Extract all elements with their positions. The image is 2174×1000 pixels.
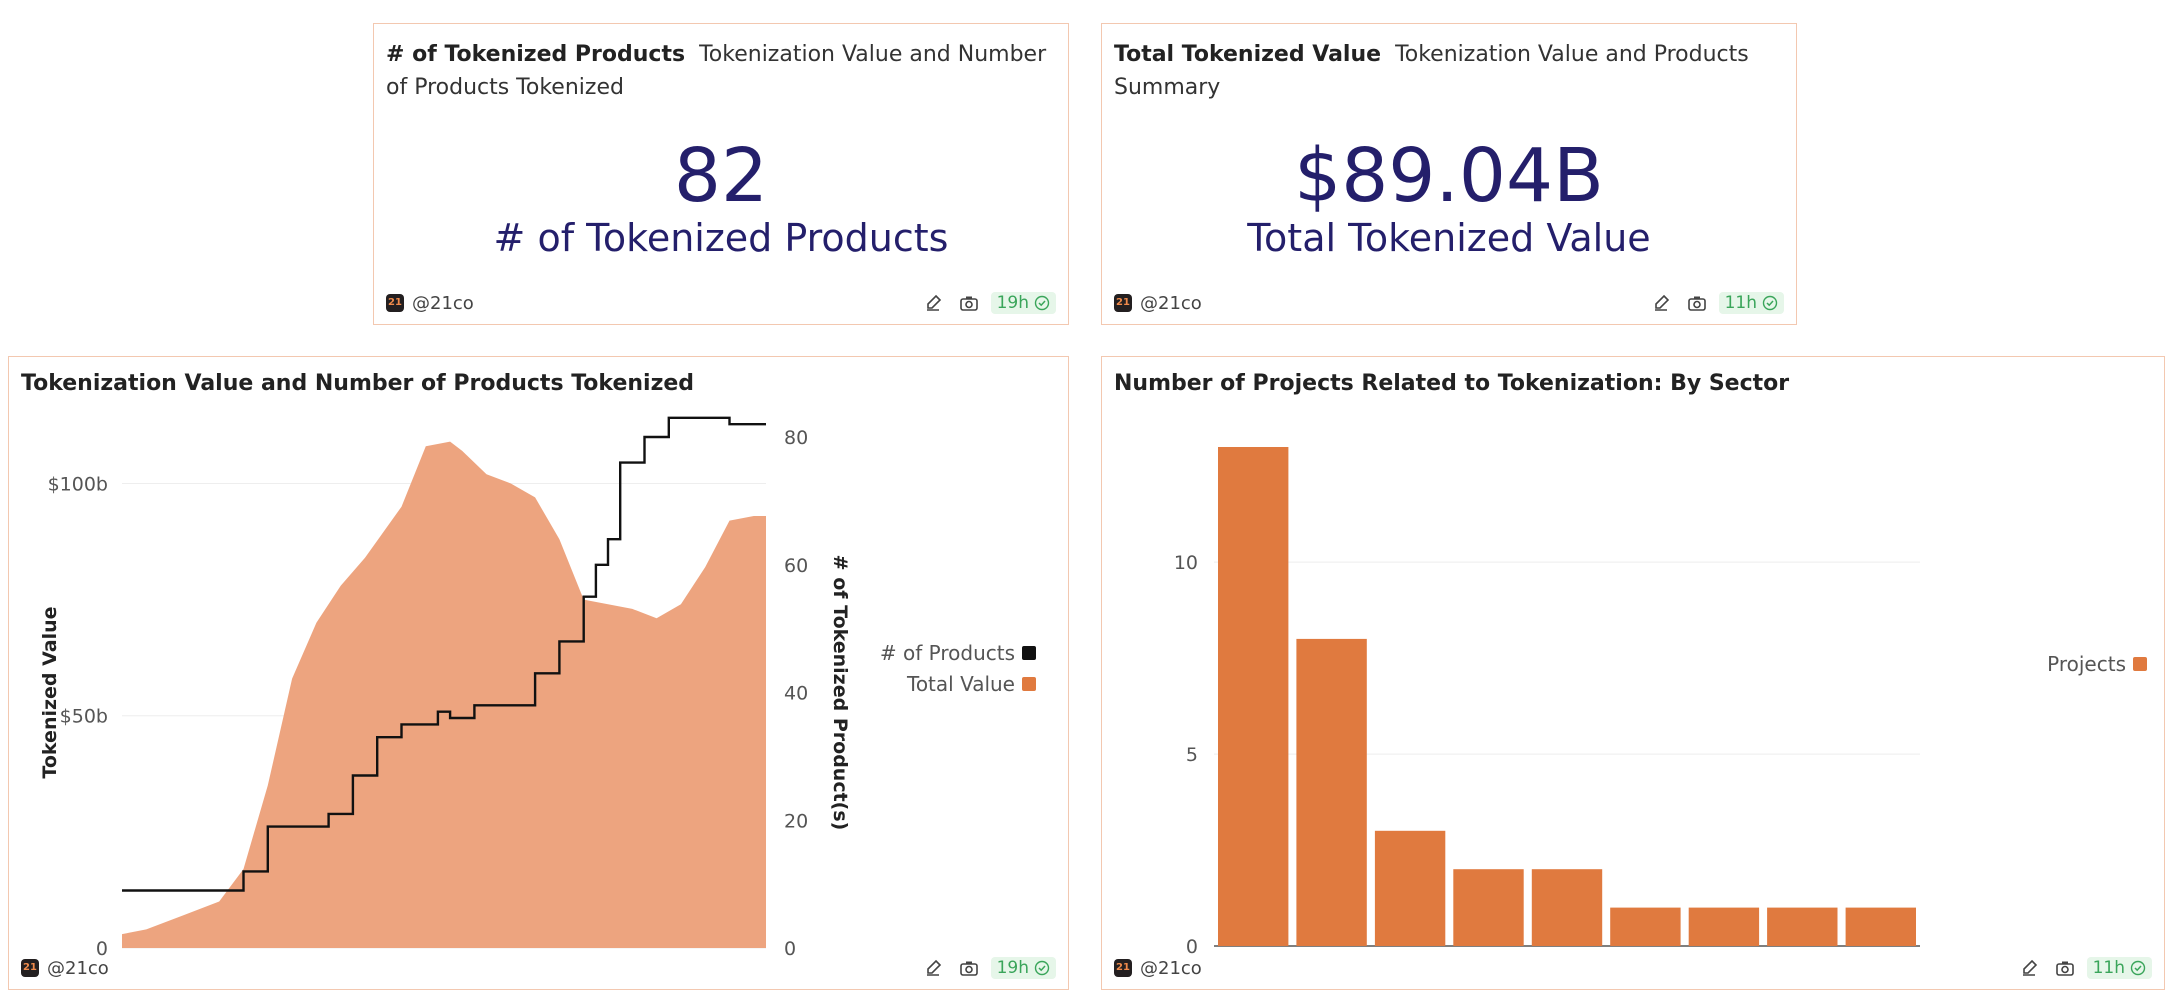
- bar: [1845, 907, 1916, 946]
- x-tick-label: Equities: [1529, 956, 1605, 957]
- area-series-total-value: [122, 441, 766, 948]
- legend-swatch: [1022, 677, 1036, 691]
- counter-label: Total Tokenized Value: [1247, 216, 1651, 260]
- fork-icon[interactable]: [2017, 956, 2041, 980]
- camera-icon[interactable]: [957, 291, 981, 315]
- author-handle[interactable]: @21co: [1140, 957, 1202, 979]
- card-footer: 21 @21co 11h: [1114, 290, 1784, 316]
- check-circle-icon: [1034, 960, 1050, 976]
- y2-tick-label: 60: [784, 555, 808, 577]
- author-handle[interactable]: @21co: [1140, 292, 1202, 314]
- y-tick-label: $50b: [60, 706, 108, 728]
- x-tick-label: Corp..onds: [1673, 956, 1775, 957]
- line-series-products: [122, 416, 766, 892]
- card-title: # of Tokenized Products Tokenization Valu…: [386, 38, 1056, 104]
- card-title-query: Tokenization Value and Number of Product…: [386, 42, 1047, 100]
- x-tick-label: Priv..unds: [1756, 956, 1848, 957]
- bar: [1218, 447, 1289, 946]
- age-text: 11h: [1724, 293, 1757, 313]
- bar: [1374, 830, 1446, 946]
- x-tick-label: Asse..ance: [1437, 956, 1539, 957]
- y2-tick-label: 80: [784, 427, 808, 449]
- chart-title: Tokenization Value and Number of Product…: [21, 371, 695, 396]
- card-title-query: Tokenization Value and Products Summary: [1114, 42, 1749, 100]
- card-title: Total Tokenized Value Tokenization Value …: [1114, 38, 1784, 104]
- refresh-age-badge[interactable]: 19h: [990, 957, 1056, 979]
- x-tick-label: Real..tate: [1600, 956, 1691, 957]
- legend-label: Projects: [2047, 652, 2126, 676]
- chart-card-tokenization: Tokenization Value and Number of Product…: [8, 356, 1069, 990]
- camera-icon[interactable]: [2053, 956, 2077, 980]
- card-title-bold: # of Tokenized Products: [386, 42, 686, 67]
- legend-swatch: [2133, 657, 2147, 671]
- author-logo-icon[interactable]: 21: [1114, 959, 1132, 977]
- bar: [1688, 907, 1760, 946]
- y2-axis-title: # of Tokenized Product(s): [829, 555, 851, 831]
- x-tick-label: Gove..ties: [1205, 956, 1301, 957]
- area-line-chart[interactable]: 0$50b$100b020406080Jan 2020Oct 2020Jul 2…: [9, 397, 1068, 957]
- bar-chart[interactable]: 0 5 10 Gove..tiesFiat..oinsComm..tiesAsse..…: [1102, 397, 2164, 957]
- card-title-bold: Total Tokenized Value: [1114, 42, 1382, 67]
- bar: [1767, 907, 1838, 946]
- refresh-age-badge[interactable]: 11h: [2086, 957, 2152, 979]
- camera-icon[interactable]: [1685, 291, 1709, 315]
- check-circle-icon: [1034, 295, 1050, 311]
- legend-label: Total Value: [906, 672, 1015, 696]
- y-tick-label: 0: [96, 938, 108, 957]
- counter-block: 82 # of Tokenized Products: [374, 136, 1068, 260]
- author-logo-icon[interactable]: 21: [21, 959, 39, 977]
- x-tick-label: Priv..ties: [1841, 956, 1921, 957]
- author-logo-icon[interactable]: 21: [386, 294, 404, 312]
- refresh-age-badge[interactable]: 19h: [990, 292, 1056, 314]
- card-footer: 21 @21co 19h: [21, 955, 1056, 981]
- legend-label: # of Products: [880, 641, 1015, 665]
- card-footer: 21 @21co 19h: [386, 290, 1056, 316]
- check-circle-icon: [1762, 295, 1778, 311]
- age-text: 11h: [2092, 958, 2125, 978]
- author-handle[interactable]: @21co: [412, 292, 474, 314]
- chart-title: Number of Projects Related to Tokenizati…: [1114, 371, 1790, 396]
- counter-label: # of Tokenized Products: [493, 216, 949, 260]
- x-tick-label: Comm..ties: [1356, 956, 1464, 957]
- fork-icon[interactable]: [921, 291, 945, 315]
- counter-card-products: # of Tokenized Products Tokenization Valu…: [373, 23, 1069, 325]
- legend-swatch: [1022, 646, 1036, 660]
- check-circle-icon: [2130, 960, 2146, 976]
- refresh-age-badge[interactable]: 11h: [1718, 292, 1784, 314]
- fork-icon[interactable]: [921, 956, 945, 980]
- bar: [1453, 869, 1524, 946]
- bar: [1296, 638, 1367, 946]
- counter-value: 82: [673, 133, 769, 219]
- y-tick-label: 0: [1186, 936, 1198, 957]
- camera-icon[interactable]: [957, 956, 981, 980]
- age-text: 19h: [996, 293, 1029, 313]
- counter-block: $89.04B Total Tokenized Value: [1102, 136, 1796, 260]
- y-tick-label: 10: [1174, 552, 1198, 574]
- counter-value: $89.04B: [1294, 133, 1604, 219]
- y2-tick-label: 20: [784, 810, 808, 832]
- y2-tick-label: 0: [784, 938, 796, 957]
- y-tick-label: 5: [1186, 744, 1198, 766]
- x-tick-label: Fiat..oins: [1289, 956, 1374, 957]
- counter-card-value: Total Tokenized Value Tokenization Value …: [1101, 23, 1797, 325]
- fork-icon[interactable]: [1649, 291, 1673, 315]
- age-text: 19h: [996, 958, 1029, 978]
- bar: [1531, 869, 1603, 946]
- card-footer: 21 @21co 11h: [1114, 955, 2152, 981]
- chart-card-sectors: Number of Projects Related to Tokenizati…: [1101, 356, 2165, 990]
- y-axis-title: Tokenized Value: [39, 606, 61, 778]
- author-handle[interactable]: @21co: [47, 957, 109, 979]
- y2-tick-label: 40: [784, 683, 808, 705]
- bar: [1610, 907, 1681, 946]
- author-logo-icon[interactable]: 21: [1114, 294, 1132, 312]
- y-tick-label: $100b: [48, 473, 108, 495]
